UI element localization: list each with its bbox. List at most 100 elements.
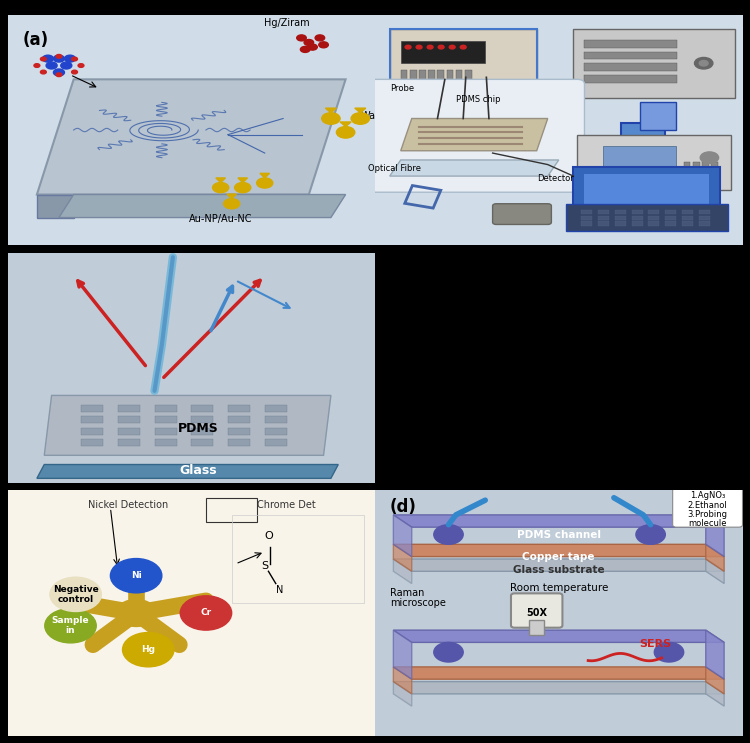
- FancyBboxPatch shape: [400, 41, 484, 63]
- FancyBboxPatch shape: [574, 167, 721, 213]
- Circle shape: [438, 45, 444, 49]
- Bar: [693, 162, 700, 181]
- Bar: [191, 428, 213, 435]
- FancyBboxPatch shape: [357, 80, 584, 192]
- Polygon shape: [260, 173, 269, 178]
- Polygon shape: [393, 681, 724, 694]
- Bar: [265, 428, 286, 435]
- Circle shape: [50, 577, 101, 611]
- Circle shape: [460, 45, 466, 49]
- Polygon shape: [37, 464, 338, 478]
- FancyBboxPatch shape: [578, 134, 731, 190]
- Bar: [649, 221, 659, 226]
- Text: PDMS: PDMS: [178, 422, 219, 435]
- Bar: [584, 51, 677, 59]
- Circle shape: [699, 60, 708, 66]
- Circle shape: [654, 643, 684, 662]
- Bar: [632, 221, 643, 226]
- Polygon shape: [37, 80, 346, 195]
- Text: Hg/Ziram: Hg/Ziram: [264, 19, 310, 28]
- Polygon shape: [393, 559, 412, 583]
- Circle shape: [433, 525, 464, 545]
- FancyBboxPatch shape: [8, 15, 375, 245]
- Polygon shape: [393, 667, 724, 679]
- Bar: [580, 215, 592, 220]
- Bar: [665, 221, 676, 226]
- Polygon shape: [390, 160, 559, 176]
- Bar: [118, 416, 140, 423]
- Polygon shape: [393, 515, 724, 528]
- Bar: [228, 416, 250, 423]
- Bar: [265, 416, 286, 423]
- Text: Raman: Raman: [390, 588, 424, 598]
- Bar: [665, 210, 676, 214]
- Polygon shape: [706, 630, 724, 679]
- FancyBboxPatch shape: [566, 204, 728, 231]
- Bar: [191, 405, 213, 412]
- Bar: [580, 210, 592, 214]
- Bar: [118, 428, 140, 435]
- Bar: [711, 162, 718, 181]
- Polygon shape: [393, 515, 412, 557]
- Circle shape: [180, 596, 232, 630]
- Text: Detector: Detector: [537, 174, 574, 183]
- Circle shape: [110, 559, 162, 593]
- Circle shape: [351, 113, 370, 124]
- Bar: [699, 210, 710, 214]
- Text: PDMS chip: PDMS chip: [456, 95, 500, 104]
- Circle shape: [297, 35, 306, 41]
- Text: Room temperature: Room temperature: [509, 583, 608, 593]
- Circle shape: [433, 643, 464, 662]
- Circle shape: [56, 54, 62, 58]
- Bar: [81, 416, 103, 423]
- Text: Optical Fibre: Optical Fibre: [368, 164, 421, 173]
- Bar: [419, 70, 426, 88]
- Circle shape: [337, 126, 355, 138]
- Polygon shape: [238, 178, 248, 183]
- Polygon shape: [393, 545, 412, 571]
- Bar: [598, 215, 609, 220]
- Text: 3.Probing: 3.Probing: [688, 510, 728, 519]
- Circle shape: [636, 525, 665, 545]
- Polygon shape: [393, 630, 724, 643]
- Text: Hg: Hg: [141, 645, 155, 654]
- Bar: [191, 439, 213, 446]
- FancyBboxPatch shape: [621, 123, 665, 155]
- Circle shape: [301, 46, 310, 53]
- Polygon shape: [706, 681, 724, 706]
- Text: 50X: 50X: [526, 608, 548, 618]
- Bar: [649, 210, 659, 214]
- Text: Copper tape: Copper tape: [523, 551, 595, 562]
- Bar: [584, 63, 677, 71]
- Circle shape: [416, 45, 422, 49]
- Text: Sample
in: Sample in: [52, 616, 89, 635]
- FancyBboxPatch shape: [8, 253, 375, 483]
- Bar: [265, 405, 286, 412]
- Bar: [154, 405, 176, 412]
- Circle shape: [319, 42, 328, 48]
- Polygon shape: [44, 395, 331, 455]
- Bar: [649, 215, 659, 220]
- Polygon shape: [59, 195, 346, 218]
- Bar: [400, 70, 407, 88]
- Circle shape: [694, 57, 713, 69]
- Bar: [598, 210, 609, 214]
- Circle shape: [116, 600, 156, 626]
- Circle shape: [700, 152, 718, 163]
- Text: 2.Ethanol: 2.Ethanol: [688, 501, 728, 510]
- Bar: [584, 75, 677, 82]
- FancyBboxPatch shape: [603, 146, 676, 174]
- Bar: [228, 428, 250, 435]
- Bar: [699, 221, 710, 226]
- Circle shape: [40, 57, 46, 61]
- Polygon shape: [393, 559, 724, 571]
- Text: Au-NP/Au-NC: Au-NP/Au-NC: [189, 214, 253, 224]
- Circle shape: [449, 45, 455, 49]
- Text: Nickel Detection: Nickel Detection: [88, 499, 169, 510]
- Text: (d): (d): [390, 498, 416, 516]
- Circle shape: [43, 55, 53, 62]
- Bar: [228, 439, 250, 446]
- Bar: [81, 405, 103, 412]
- Bar: [614, 221, 626, 226]
- Polygon shape: [706, 559, 724, 583]
